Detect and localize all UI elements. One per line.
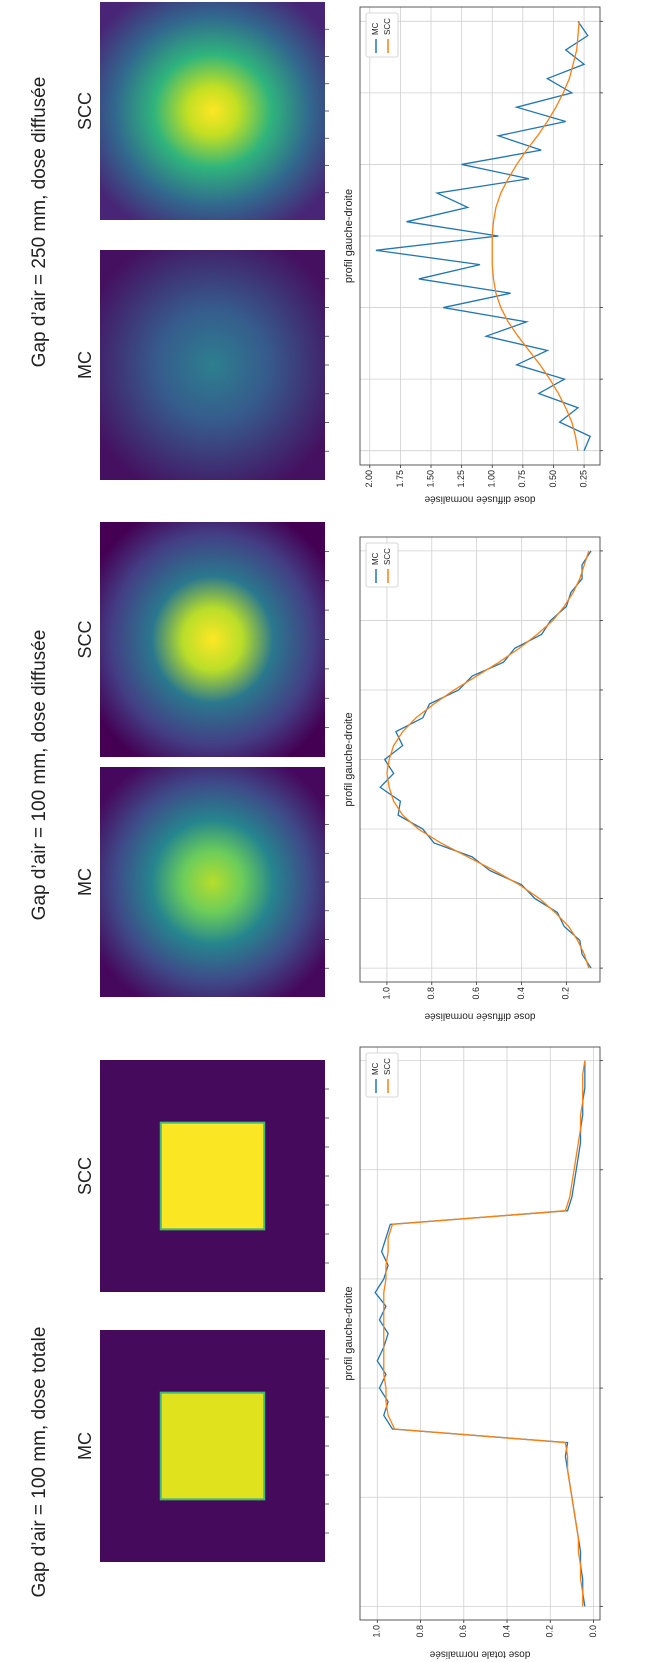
legend-label: SCC <box>383 1058 392 1075</box>
image-title: SCC <box>75 620 95 658</box>
heatmap <box>100 522 325 757</box>
chart-title: profil gauche-droite <box>343 189 355 283</box>
y-tick-label: 0.4 <box>501 1625 511 1638</box>
y-tick-label: 1.25 <box>456 470 466 488</box>
image-title: MC <box>75 868 95 896</box>
y-axis-label: dose diffusée normalisée <box>424 1010 535 1021</box>
axes-frame <box>359 1046 601 1621</box>
y-tick-label: 1.75 <box>395 470 405 488</box>
y-tick-label: 0.8 <box>415 1625 425 1638</box>
y-tick-label: 0.2 <box>545 1625 555 1638</box>
image-title: SCC <box>75 92 95 130</box>
y-tick-label: 0.25 <box>578 470 588 488</box>
y-tick-label: 0.2 <box>561 987 571 1000</box>
panel-title: Gap d’air = 100 mm, dose diffusée <box>29 630 50 921</box>
legend-label: MC <box>371 1062 380 1075</box>
series-line <box>386 550 590 969</box>
y-axis-label: dose totale normalisée <box>429 1648 530 1659</box>
y-tick-label: 1.50 <box>425 470 435 488</box>
y-tick-label: 0.6 <box>458 1625 468 1638</box>
legend-label: MC <box>371 22 380 35</box>
y-tick-label: 0.6 <box>471 987 481 1000</box>
y-tick-label: 0.0 <box>588 1625 598 1638</box>
panel-title: Gap d’air = 100 mm, dose totale <box>29 1327 50 1598</box>
y-tick-label: 0.4 <box>516 987 526 1000</box>
y-tick-label: 0.50 <box>548 470 558 488</box>
legend-box <box>365 542 399 588</box>
heatmap <box>100 767 325 997</box>
legend-box <box>365 12 399 58</box>
series-line <box>383 1060 586 1607</box>
image-title: MC <box>75 351 95 379</box>
y-tick-label: 2.00 <box>364 470 374 488</box>
image-title: MC <box>75 1432 95 1460</box>
chart-title: profil gauche-droite <box>343 712 355 806</box>
y-tick-label: 0.8 <box>426 987 436 1000</box>
heatmap <box>100 2 325 220</box>
legend-label: SCC <box>383 548 392 565</box>
series-line <box>379 550 592 969</box>
chart-title: profil gauche-droite <box>343 1286 355 1380</box>
plot-area <box>360 1047 600 1620</box>
legend-box <box>365 1052 399 1098</box>
series-line <box>375 20 592 451</box>
y-axis-label: dose diffusée normalisée <box>424 493 535 504</box>
legend-label: MC <box>371 552 380 565</box>
heatmap <box>100 250 325 480</box>
image-title: SCC <box>75 1157 95 1195</box>
y-tick-label: 1.0 <box>381 987 391 1000</box>
panel-title: Gap d’air = 250 mm, dose diffusée <box>29 77 50 368</box>
series-line <box>491 21 580 451</box>
y-tick-label: 1.0 <box>372 1625 382 1638</box>
axes-frame <box>359 536 601 983</box>
rotated-figure: Gap d’air = 100 mm, dose totale MCSCC0.00… <box>29 2 603 1659</box>
y-tick-label: 0.75 <box>517 470 527 488</box>
heatmap-field <box>159 1121 266 1231</box>
legend-label: SCC <box>383 18 392 35</box>
heatmap-field <box>159 1391 266 1501</box>
y-tick-label: 1.00 <box>487 470 497 488</box>
axes-frame <box>359 6 601 466</box>
